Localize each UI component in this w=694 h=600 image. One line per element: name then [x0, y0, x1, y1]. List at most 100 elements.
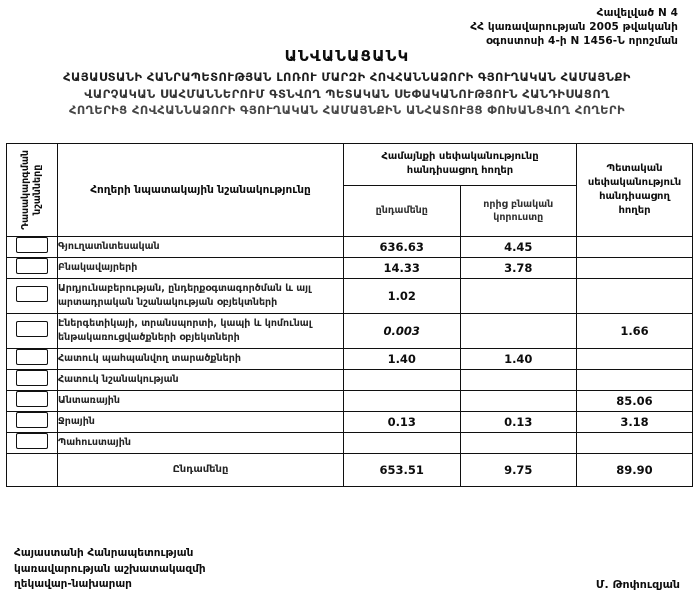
row-land-purpose: Հատուկ պահպանվող տարածքների — [57, 347, 344, 370]
row-land-purpose: Անտառային — [57, 389, 344, 412]
row-total-value: 0.003 — [343, 312, 461, 349]
total-row-natural-loss-value: 9.75 — [459, 452, 577, 487]
row-natural-loss-value: 1.40 — [459, 347, 577, 370]
signer-title: Հայաստանի Հանրապետության կառավարության ա… — [14, 547, 206, 590]
checkbox-icon[interactable] — [16, 236, 48, 253]
title-block: ԱՆՎԱՆԱՑԱՆԿ ՀԱՅԱՍՏԱՆԻ ՀԱՆՐԱՊԵՏՈՒԹՅԱՆ ԼՈՌՈ… — [0, 47, 694, 119]
row-state-value — [576, 347, 693, 370]
column-header-community-property-label: Համայնքի սեփականությունը հանդիսացող հողե… — [381, 151, 539, 177]
column-header-community-property: Համայնքի սեփականությունը հանդիսացող հողե… — [343, 143, 577, 186]
page-title: ԱՆՎԱՆԱՑԱՆԿ — [284, 47, 410, 65]
table-head: Դասակարգման նշանները Հողերի նպատակային ն… — [6, 143, 693, 237]
row-checkbox-cell[interactable] — [6, 431, 58, 454]
document-reference: Հավելված N 4 ՀՀ կառավարության 2005 թվակա… — [470, 6, 678, 49]
decision-number-line: օգոստոսի 4-ի N 1456-Ն որոշման — [486, 35, 678, 48]
column-header-natural-loss: որից բնական կորուստը — [459, 184, 577, 237]
row-land-purpose: Գյուղատնտեսական — [57, 235, 344, 258]
column-header-state-property: Պետական սեփականություն հանդիսացող հողեր — [576, 143, 693, 237]
table-row: Արդյունաբերության, ընդերքօգտագործման և ա… — [6, 277, 693, 314]
row-total-value: 1.40 — [343, 347, 461, 370]
subtitle-line-3: ՀՈՂԵՐԻՑ ՀՈՎՀԱՆՆԱՁՈՐԻ ԳՅՈՒՂԱԿԱՆ ՀԱՄԱՅՆՔԻՆ… — [68, 103, 626, 118]
checkbox-icon[interactable] — [16, 257, 48, 274]
row-checkbox-cell[interactable] — [6, 389, 58, 412]
row-natural-loss-value — [459, 368, 577, 391]
column-header-natural-loss-label: որից բնական կորուստը — [483, 198, 554, 223]
column-header-marks: Դասակարգման նշանները — [6, 143, 58, 237]
row-total-value: 636.63 — [343, 235, 461, 258]
land-allocation-table: Դասակարգման նշանները Հողերի նպատակային ն… — [6, 143, 693, 487]
row-land-purpose: Էներգետիկայի, տրանսպորտի, կապի և կոմունա… — [57, 312, 344, 349]
row-state-value — [576, 368, 693, 391]
row-state-value: 1.66 — [576, 312, 693, 349]
row-natural-loss-value — [459, 277, 577, 314]
row-total-value — [343, 389, 461, 412]
table-row: Բնակավայրերի 14.33 3.78 — [6, 256, 693, 279]
row-natural-loss-value: 0.13 — [459, 410, 577, 433]
column-header-marks-label: Դասակարգման նշանները — [20, 150, 43, 230]
row-state-value — [576, 235, 693, 258]
checkbox-icon[interactable] — [16, 432, 48, 449]
row-checkbox-cell[interactable] — [6, 235, 58, 258]
total-row-marks-cell — [6, 452, 58, 487]
row-checkbox-cell[interactable] — [6, 347, 58, 370]
row-total-value: 0.13 — [343, 410, 461, 433]
checkbox-icon[interactable] — [16, 285, 48, 302]
row-checkbox-cell[interactable] — [6, 368, 58, 391]
column-header-total-label: ընդամենը — [375, 205, 428, 217]
column-header-state-property-label: Պետական սեփականություն հանդիսացող հողեր — [587, 162, 682, 216]
table-row: Ջրային 0.13 0.13 3.18 — [6, 410, 693, 433]
table-row: Հատուկ նշանակության — [6, 368, 693, 391]
total-row-total-value: 653.51 — [343, 452, 461, 487]
row-checkbox-cell[interactable] — [6, 312, 58, 349]
table-total-row: Ընդամենը 653.51 9.75 89.90 — [6, 452, 693, 487]
total-row-label: Ընդամենը — [57, 452, 344, 487]
column-header-total: ընդամենը — [343, 184, 461, 237]
row-land-purpose: Ջրային — [57, 410, 344, 433]
row-natural-loss-value — [459, 431, 577, 454]
checkbox-icon[interactable] — [16, 411, 48, 428]
row-natural-loss-value: 4.45 — [459, 235, 577, 258]
subtitle-line-2: ՎԱՐՉԱԿԱՆ ՍԱՀՄԱՆՆԵՐՈՒՄ ԳՏՆՎՈՂ ՊԵՏԱԿԱՆ ՍԵՓ… — [84, 86, 610, 101]
column-header-land-purpose-label: Հողերի նպատակային նշանակությունը — [90, 183, 311, 196]
column-header-land-purpose: Հողերի նպատակային նշանակությունը — [57, 143, 344, 237]
annex-number: Հավելված N 4 — [596, 7, 678, 19]
table-row: Հատուկ պահպանվող տարածքների 1.40 1.40 — [6, 347, 693, 370]
checkbox-icon[interactable] — [16, 369, 48, 386]
table-header-row-1: Դասակարգման նշանները Հողերի նպատակային ն… — [6, 143, 693, 237]
row-natural-loss-value — [459, 389, 577, 412]
row-land-purpose: Պահուստային — [57, 431, 344, 454]
land-table-wrapper: Դասակարգման նշանները Հողերի նպատակային ն… — [6, 143, 693, 487]
row-state-value: 85.06 — [576, 389, 693, 412]
row-natural-loss-value — [459, 312, 577, 349]
checkbox-icon[interactable] — [16, 348, 48, 365]
row-total-value: 14.33 — [343, 256, 461, 279]
table-row: Պահուստային — [6, 431, 693, 454]
total-row-state-value: 89.90 — [576, 452, 693, 487]
row-checkbox-cell[interactable] — [6, 277, 58, 314]
row-land-purpose: Բնակավայրերի — [57, 256, 344, 279]
row-state-value: 3.18 — [576, 410, 693, 433]
row-total-value: 1.02 — [343, 277, 461, 314]
row-total-value — [343, 431, 461, 454]
table-row: Գյուղատնտեսական 636.63 4.45 — [6, 235, 693, 258]
checkbox-icon[interactable] — [16, 390, 48, 407]
row-land-purpose: Արդյունաբերության, ընդերքօգտագործման և ա… — [57, 277, 344, 314]
row-state-value — [576, 277, 693, 314]
row-checkbox-cell[interactable] — [6, 410, 58, 433]
row-total-value — [343, 368, 461, 391]
checkbox-icon[interactable] — [16, 320, 48, 337]
row-state-value — [576, 431, 693, 454]
signer-name: Մ. Թոփուզյան — [595, 578, 680, 591]
table-row: Էներգետիկայի, տրանսպորտի, կապի և կոմունա… — [6, 312, 693, 349]
row-land-purpose: Հատուկ նշանակության — [57, 368, 344, 391]
row-checkbox-cell[interactable] — [6, 256, 58, 279]
document-footer: Հայաստանի Հանրապետության կառավարության ա… — [14, 546, 680, 592]
table-body: Գյուղատնտեսական 636.63 4.45 Բնակավայրերի 14.… — [6, 235, 693, 487]
decision-year-line: ՀՀ կառավարության 2005 թվականի — [470, 21, 678, 34]
table-row: Անտառային 85.06 — [6, 389, 693, 412]
row-state-value — [576, 256, 693, 279]
table-header-row-2: ընդամենը որից բնական կորուստը — [7, 184, 693, 237]
row-natural-loss-value: 3.78 — [459, 256, 577, 279]
subtitle-line-1: ՀԱՅԱՍՏԱՆԻ ՀԱՆՐԱՊԵՏՈՒԹՅԱՆ ԼՈՌՈՒ ՄԱՐԶԻ ՀՈՎ… — [63, 70, 631, 84]
